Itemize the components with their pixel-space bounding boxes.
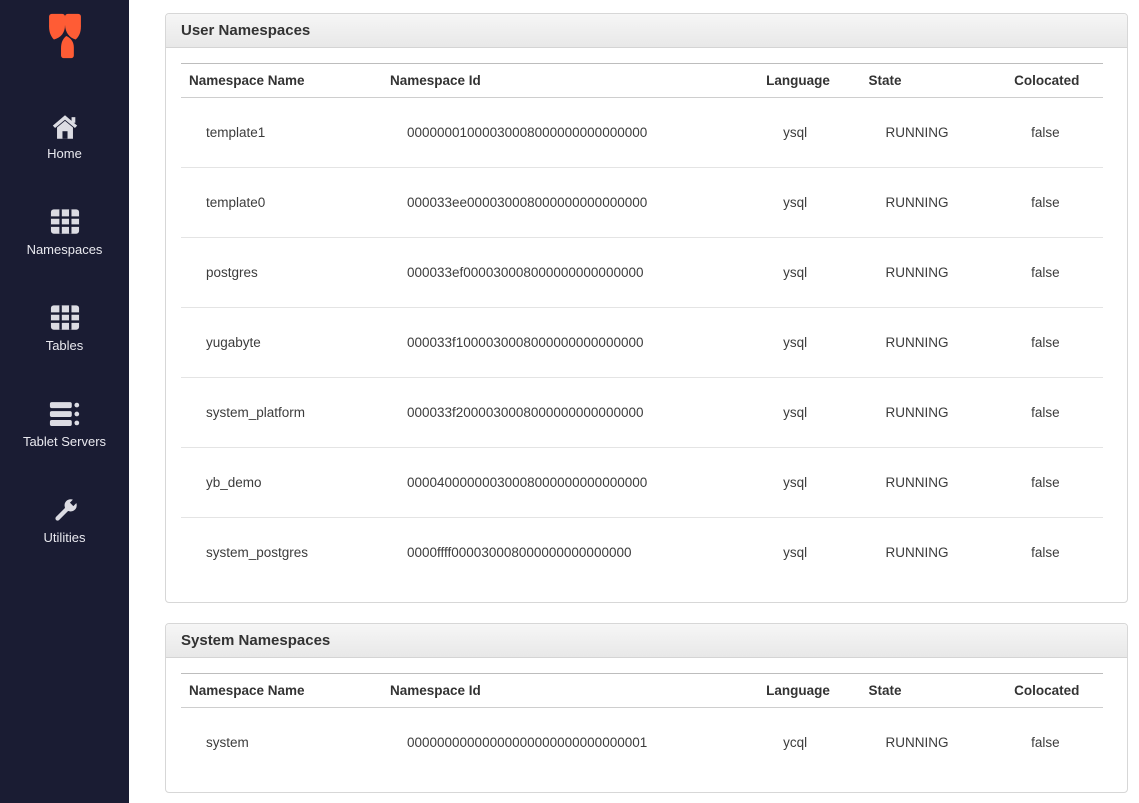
sidebar-item-label: Namespaces xyxy=(26,242,103,257)
sidebar-item-home[interactable]: Home xyxy=(0,112,129,161)
grid-icon xyxy=(0,304,129,335)
panel-body: Namespace Name Namespace Id Language State C… xyxy=(166,48,1127,602)
table-row: template1 0000000100003000800000000000000… xyxy=(181,98,1103,168)
yugabyte-logo-icon xyxy=(45,13,85,63)
table-cell: ysql xyxy=(758,517,861,587)
table-row: system 00000000000000000000000000000001 yc… xyxy=(181,708,1103,778)
system-namespaces-panel: System Namespaces Namespace Name Namespac… xyxy=(165,623,1128,793)
column-header: Namespace Id xyxy=(381,673,759,708)
table-cell: ysql xyxy=(758,237,861,308)
table-cell: ysql xyxy=(783,125,808,140)
table-cell: RUNNING xyxy=(860,447,1007,518)
sidebar-item-tablet-servers[interactable]: Tablet Servers xyxy=(0,400,129,449)
column-header: Language xyxy=(758,673,861,708)
table-cell: RUNNING xyxy=(860,237,1007,308)
table-cell: yb_demo xyxy=(181,447,382,518)
user-namespaces-table: Namespace Name Namespace Id Language State C… xyxy=(181,63,1103,587)
table-cell: ysql xyxy=(758,167,861,238)
table-cell: RUNNING xyxy=(860,167,1007,238)
table-cell: system_platform xyxy=(181,377,382,448)
system-namespaces-table: Namespace Name Namespace Id Language State C… xyxy=(181,673,1103,777)
table-cell: false xyxy=(1006,377,1103,448)
sidebar-item-label: Tables xyxy=(45,338,84,353)
sidebar-item-namespaces[interactable]: Namespaces xyxy=(0,208,129,257)
sidebar-item-label: Home xyxy=(47,146,82,161)
table-cell: RUNNING xyxy=(860,517,1007,587)
table-cell: false xyxy=(1006,167,1103,238)
table-cell: 000033f1000030008000000000000000 xyxy=(381,307,759,378)
table-cell: 000033ee000030008000000000000000 xyxy=(381,167,759,238)
column-header: Namespace Name xyxy=(181,63,382,98)
table-cell: RUNNING xyxy=(885,125,949,140)
table-cell: template1 xyxy=(206,125,266,140)
column-header: Language xyxy=(758,63,861,98)
table-cell: template0 xyxy=(181,167,382,238)
table-row: system_postgres 0000ffff00003000800000000… xyxy=(181,517,1103,587)
table-cell: system_postgres xyxy=(181,517,382,587)
table-cell: RUNNING xyxy=(860,307,1007,378)
sidebar-item-label: Tablet Servers xyxy=(22,434,107,449)
table-cell: RUNNING xyxy=(860,377,1007,448)
column-header: State xyxy=(860,673,1007,708)
table-cell: 000033f2000030008000000000000000 xyxy=(381,377,759,448)
sidebar: Home Namespaces xyxy=(0,0,129,803)
column-header: Colocated xyxy=(1006,63,1103,98)
table-cell: false xyxy=(1006,517,1103,587)
table-cell: ysql xyxy=(758,447,861,518)
table-row: template0 000033ee00003000800000000000000… xyxy=(181,167,1103,238)
sidebar-item-utilities[interactable]: Utilities xyxy=(0,496,129,545)
panel-title: User Namespaces xyxy=(166,14,1127,48)
table-header-row: Namespace Name Namespace Id Language State C… xyxy=(181,673,1103,708)
panel-body: Namespace Name Namespace Id Language State C… xyxy=(166,658,1127,792)
column-header: Namespace Name xyxy=(181,673,382,708)
table-cell: 00004000000030008000000000000000 xyxy=(381,447,759,518)
panel-title: System Namespaces xyxy=(166,624,1127,658)
sidebar-item-tables[interactable]: Tables xyxy=(0,304,129,353)
yugabyte-logo[interactable] xyxy=(45,13,85,59)
column-header: Namespace Id xyxy=(381,63,759,98)
table-cell: RUNNING xyxy=(885,735,949,750)
table-cell: false xyxy=(1006,447,1103,518)
table-cell: ycql xyxy=(783,735,808,750)
wrench-icon xyxy=(0,496,129,527)
server-stack-icon xyxy=(0,400,129,431)
sidebar-item-label: Utilities xyxy=(43,530,86,545)
table-row: yb_demo 00004000000030008000000000000000 y… xyxy=(181,447,1103,518)
column-header: State xyxy=(860,63,1007,98)
table-row: postgres 000033ef000030008000000000000000… xyxy=(181,237,1103,308)
table-header-row: Namespace Name Namespace Id Language State C… xyxy=(181,63,1103,98)
table-cell: 00000001000030008000000000000000 xyxy=(406,125,648,140)
table-cell: false xyxy=(1006,237,1103,308)
column-header: Colocated xyxy=(1006,673,1103,708)
table-cell: 00000000000000000000000000000001 xyxy=(406,735,648,750)
table-cell: system xyxy=(206,735,249,750)
table-cell: false xyxy=(1006,307,1103,378)
grid-icon xyxy=(0,208,129,239)
table-cell: yugabyte xyxy=(181,307,382,378)
sidebar-nav: Home Namespaces xyxy=(0,112,129,545)
table-cell: ysql xyxy=(758,307,861,378)
table-row: system_platform 000033f200003000800000000… xyxy=(181,377,1103,448)
table-cell: false xyxy=(1031,125,1060,140)
user-namespaces-panel: User Namespaces Namespace Name Namespace … xyxy=(165,13,1128,603)
table-cell: 0000ffff000030008000000000000000 xyxy=(381,517,759,587)
home-icon xyxy=(0,112,129,143)
main-content: User Namespaces Namespace Name Namespace … xyxy=(129,0,1139,793)
table-cell: false xyxy=(1031,735,1060,750)
table-row: yugabyte 000033f1000030008000000000000000… xyxy=(181,307,1103,378)
table-cell: postgres xyxy=(181,237,382,308)
table-cell: 000033ef000030008000000000000000 xyxy=(381,237,759,308)
table-cell: ysql xyxy=(758,377,861,448)
